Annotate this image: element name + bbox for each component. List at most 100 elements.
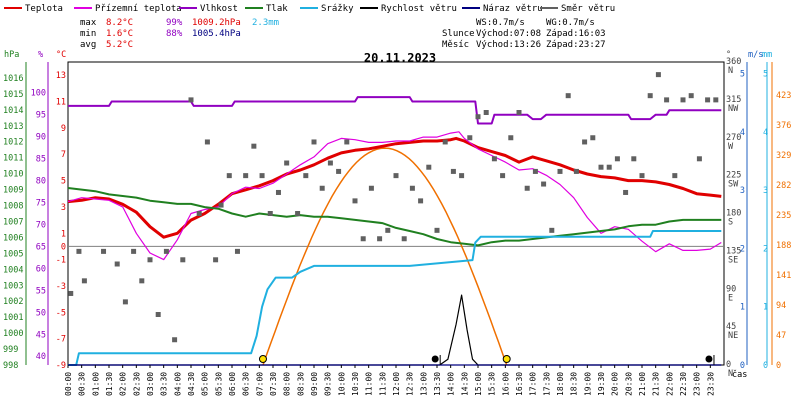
- time-tick-label: 08:30: [296, 372, 305, 396]
- stat-hum-1: 88%: [166, 29, 183, 39]
- time-tick-label: 16:30: [515, 372, 524, 396]
- direction-point: [344, 139, 350, 145]
- sunrise-marker: [258, 355, 267, 363]
- time-tick-label: 17:30: [542, 372, 551, 396]
- stat-label-0: max: [80, 18, 97, 28]
- direction-axis-unit: °: [726, 50, 731, 60]
- temperature-tick-label: -3: [56, 282, 66, 292]
- time-tick-label: 21:00: [638, 372, 647, 396]
- direction-point: [218, 202, 224, 208]
- time-tick-label: 04:30: [187, 372, 196, 396]
- direction-point: [623, 189, 629, 195]
- direction-point: [68, 290, 74, 296]
- direction-point: [336, 168, 342, 174]
- sunset-marker: [502, 355, 511, 363]
- moonrise-text: Východ:13:26: [476, 40, 541, 50]
- stat-press-1: 1005.4hPa: [192, 29, 241, 39]
- time-tick-label: 22:30: [679, 372, 688, 396]
- wind-gust-text: WG:0.7m/s: [546, 18, 595, 28]
- pressure-tick-label: 1015: [3, 90, 23, 100]
- direction-point: [188, 97, 194, 103]
- direction-compass-label: S: [728, 218, 733, 228]
- sun-arc: [262, 147, 508, 366]
- direction-point: [196, 211, 202, 216]
- solar-tick-label: 0: [776, 361, 781, 371]
- time-tick-label: 21:30: [652, 372, 661, 396]
- humidity-tick-label: 65: [36, 242, 46, 252]
- direction-point: [541, 181, 547, 187]
- direction-point: [565, 93, 571, 99]
- time-tick-label: 02:00: [119, 372, 128, 396]
- humidity-tick-label: 60: [36, 264, 46, 274]
- temperature-tick-label: 0: [61, 242, 66, 252]
- direction-compass-label: N: [728, 66, 733, 76]
- rain-tick-label: 1: [763, 303, 768, 313]
- time-tick-label: 15:00: [474, 372, 483, 396]
- time-tick-label: 01:00: [91, 372, 100, 396]
- pressure-tick-label: 1003: [3, 281, 23, 291]
- temperature-tick-label: 5: [61, 177, 66, 187]
- plot-area: [67, 61, 725, 366]
- direction-compass-label: SE: [728, 255, 738, 265]
- direction-point: [483, 110, 489, 115]
- temperature-tick-label: -9: [56, 361, 66, 371]
- axes: hPa% °C9989991000100110021003100410051006…: [3, 50, 791, 396]
- direction-tick-label: 90: [726, 284, 736, 294]
- pressure-tick-label: 1010: [3, 170, 23, 180]
- time-tick-label: 05:30: [214, 372, 223, 396]
- rain-tick-label: 5: [763, 70, 768, 80]
- time-tick-label: 20:30: [624, 372, 633, 396]
- direction-point: [688, 93, 694, 99]
- time-tick-label: 07:30: [269, 372, 278, 396]
- series-tlak: [67, 187, 722, 247]
- pressure-tick-label: 1004: [3, 265, 23, 275]
- direction-point: [251, 143, 257, 149]
- solar-tick-label: 423: [776, 91, 791, 101]
- temperature-tick-label: -7: [56, 335, 66, 345]
- pressure-axis-unit: hPa: [4, 50, 19, 60]
- time-tick-label: 01:30: [105, 372, 114, 396]
- humidity-tick-label: 45: [36, 330, 46, 340]
- direction-point: [234, 248, 240, 254]
- series-smer-vetru: [68, 72, 719, 343]
- time-tick-label: 05:00: [201, 372, 210, 396]
- humidity-tick-label: 70: [36, 220, 46, 230]
- solar-tick-label: 141: [776, 271, 791, 281]
- time-axis-label: čas: [732, 369, 747, 380]
- direction-point: [163, 248, 169, 254]
- wind-tick-label: 3: [740, 186, 745, 196]
- direction-point: [377, 236, 383, 242]
- pressure-tick-label: 1012: [3, 138, 23, 148]
- time-tick-label: 03:30: [160, 372, 169, 396]
- direction-point: [655, 72, 661, 78]
- moon-label: Měsíc: [442, 40, 469, 50]
- direction-point: [459, 173, 465, 179]
- humidity-tick-label: 100: [31, 89, 46, 99]
- direction-point: [311, 139, 317, 145]
- direction-point: [491, 156, 497, 162]
- direction-compass-label: SW: [728, 180, 739, 190]
- rain-tick-label: 0: [763, 361, 768, 371]
- time-tick-label: 13:00: [419, 372, 428, 396]
- pressure-tick-label: 1011: [3, 154, 23, 164]
- direction-compass-label: E: [728, 293, 733, 303]
- direction-point: [114, 261, 120, 267]
- direction-compass-label: W: [728, 142, 734, 152]
- direction-point: [401, 236, 407, 242]
- time-tick-label: 02:30: [132, 372, 141, 396]
- series-prizemni-teplota: [67, 131, 722, 261]
- time-tick-label: 11:00: [365, 372, 374, 396]
- rain-axis-unit: mm: [762, 50, 772, 60]
- direction-point: [155, 312, 161, 317]
- time-tick-label: 14:00: [447, 372, 456, 396]
- time-tick-label: 07:00: [255, 372, 264, 396]
- direction-tick-label: 45: [726, 322, 736, 332]
- direction-point: [393, 173, 399, 179]
- direction-point: [101, 248, 107, 254]
- direction-point: [259, 173, 265, 179]
- time-tick-label: 22:00: [665, 372, 674, 396]
- direction-point: [284, 160, 290, 166]
- pressure-tick-label: 1005: [3, 249, 23, 259]
- direction-tick-label: 270: [726, 133, 741, 143]
